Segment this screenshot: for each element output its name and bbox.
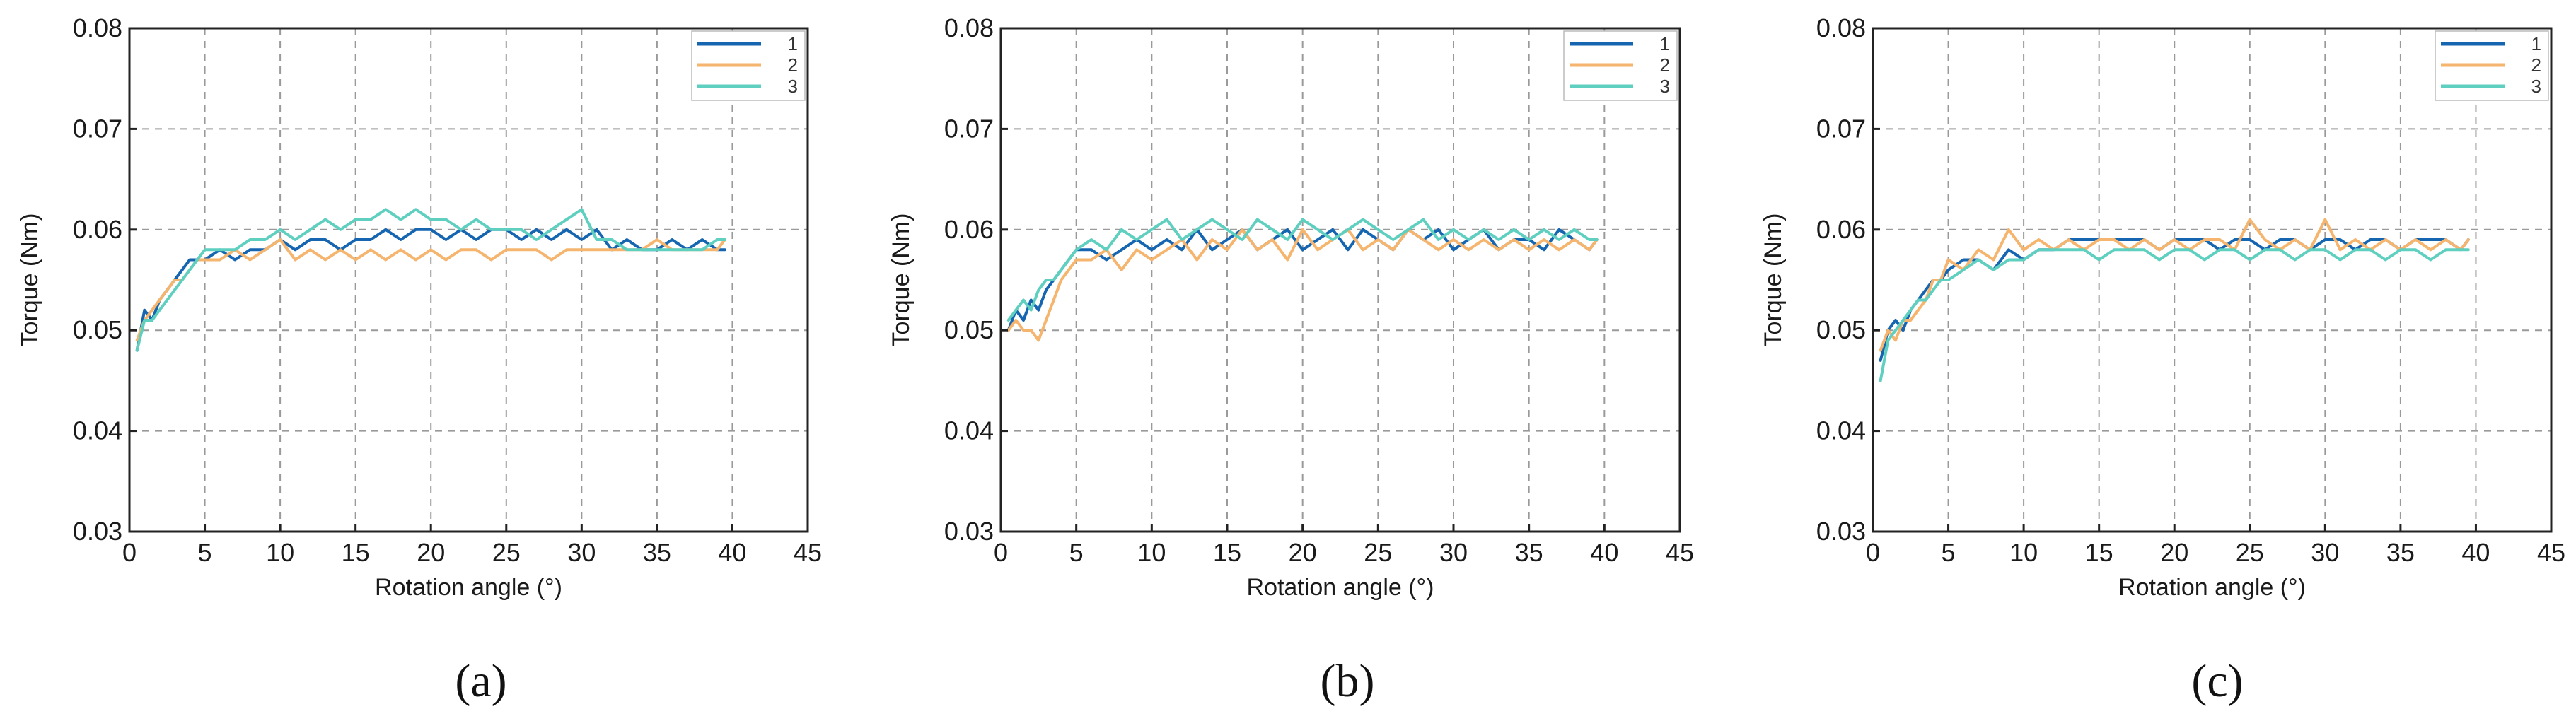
x-tick-label: 45 (794, 538, 822, 567)
y-axis-title: Torque (Nm) (888, 213, 915, 347)
x-tick-label: 15 (342, 538, 370, 567)
x-tick-label: 5 (198, 538, 212, 567)
x-tick-label: 45 (1666, 538, 1694, 567)
y-tick-label: 0.08 (1816, 13, 1866, 42)
x-tick-label: 0 (1866, 538, 1880, 567)
panel-label: (a) (455, 655, 506, 707)
x-axis-title: Rotation angle (°) (1247, 574, 1434, 601)
series-group (1006, 218, 1599, 342)
x-axis-title: Rotation angle (°) (375, 574, 562, 601)
series-line-3 (135, 208, 726, 352)
chart-panel: 0 5 10 15 20 25 30 35 40 45 0.03 0.04 0.05 0.06 0.07 0.… (888, 13, 1694, 707)
x-tick-label: 20 (417, 538, 445, 567)
series-line-1 (135, 228, 726, 352)
legend-label: 2 (788, 54, 798, 76)
x-tick-label: 35 (643, 538, 671, 567)
chart-panel: 0 5 10 15 20 25 30 35 40 45 0.03 0.04 0.05 0.06 0.07 0.… (16, 13, 822, 707)
y-tick-label: 0.05 (73, 315, 122, 344)
legend-label: 2 (1660, 54, 1670, 76)
x-tick-label: 40 (1590, 538, 1618, 567)
y-tick-label: 0.06 (1816, 215, 1866, 244)
panel-label: (b) (1321, 655, 1375, 707)
series-line-2 (1879, 218, 2470, 352)
series-group (135, 208, 726, 352)
x-tick-label: 30 (1439, 538, 1468, 567)
plot-frame (999, 27, 1681, 533)
x-tick-label: 10 (2009, 538, 2038, 567)
legend-label: 2 (2531, 54, 2541, 76)
legend-label: 3 (788, 76, 798, 97)
x-tick-label: 20 (2160, 538, 2188, 567)
y-tick-label: 0.07 (944, 114, 994, 143)
y-tick-label: 0.06 (73, 215, 122, 244)
x-tick-label: 20 (1289, 538, 1317, 567)
x-tick-label: 25 (492, 538, 521, 567)
x-axis-title: Rotation angle (°) (2118, 574, 2306, 601)
y-tick-label: 0.03 (1816, 517, 1866, 546)
y-axis-title: Torque (Nm) (16, 213, 43, 347)
legend-label: 3 (1660, 76, 1670, 97)
legend: 123 (691, 30, 806, 101)
y-tick-label: 0.04 (944, 416, 994, 445)
x-tick-label: 10 (266, 538, 294, 567)
y-axis-title: Torque (Nm) (1760, 213, 1787, 347)
series-line-3 (1006, 218, 1599, 322)
y-tick-label: 0.03 (944, 517, 994, 546)
x-tick-label: 40 (718, 538, 746, 567)
y-tick-label: 0.08 (944, 13, 994, 42)
y-tick-label: 0.03 (73, 517, 122, 546)
y-tick-label: 0.07 (73, 114, 122, 143)
x-tick-label: 25 (1364, 538, 1392, 567)
y-tick-label: 0.08 (73, 13, 122, 42)
y-tick-label: 0.07 (1816, 114, 1866, 143)
y-tick-label: 0.04 (1816, 416, 1866, 445)
x-tick-label: 40 (2461, 538, 2490, 567)
y-tick-label: 0.06 (944, 215, 994, 244)
x-tick-label: 10 (1137, 538, 1166, 567)
series-line-3 (1879, 248, 2470, 382)
x-tick-label: 0 (994, 538, 1008, 567)
x-tick-label: 35 (2386, 538, 2415, 567)
legend: 123 (2435, 30, 2549, 101)
y-tick-label: 0.04 (73, 416, 122, 445)
x-tick-label: 35 (1515, 538, 1543, 567)
x-tick-label: 5 (1069, 538, 1084, 567)
series-group (1879, 218, 2470, 382)
x-tick-label: 30 (567, 538, 596, 567)
y-tick-label: 0.05 (944, 315, 994, 344)
x-tick-label: 30 (2311, 538, 2339, 567)
legend-label: 1 (788, 33, 798, 54)
y-tick-label: 0.05 (1816, 315, 1866, 344)
series-line-2 (1006, 228, 1599, 342)
legend-label: 1 (1660, 33, 1670, 54)
x-tick-label: 45 (2537, 538, 2565, 567)
x-tick-label: 15 (2085, 538, 2113, 567)
x-tick-label: 25 (2236, 538, 2264, 567)
x-tick-label: 15 (1213, 538, 1241, 567)
plot-frame (128, 27, 809, 533)
x-tick-label: 0 (122, 538, 137, 567)
legend-label: 1 (2531, 33, 2541, 54)
plot-frame (1872, 27, 2553, 533)
panel-label: (c) (2191, 655, 2243, 707)
chart-panel: 0 5 10 15 20 25 30 35 40 45 0.03 0.04 0.05 0.06 0.07 0.… (1760, 13, 2565, 707)
x-tick-label: 5 (1942, 538, 1956, 567)
legend-label: 3 (2531, 76, 2541, 97)
legend: 123 (1563, 30, 1678, 101)
